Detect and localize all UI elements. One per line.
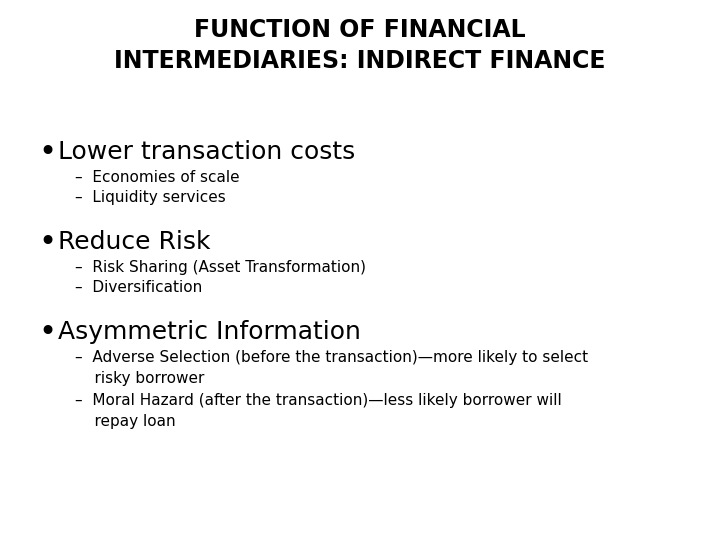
Text: Asymmetric Information: Asymmetric Information xyxy=(58,320,361,344)
Text: –  Moral Hazard (after the transaction)—less likely borrower will
    repay loan: – Moral Hazard (after the transaction)—l… xyxy=(75,393,562,429)
Text: –  Adverse Selection (before the transaction)—more likely to select
    risky bo: – Adverse Selection (before the transact… xyxy=(75,350,588,386)
Text: •: • xyxy=(38,318,56,347)
Text: –  Liquidity services: – Liquidity services xyxy=(75,190,226,205)
Text: •: • xyxy=(38,228,56,257)
Text: –  Diversification: – Diversification xyxy=(75,280,202,295)
Text: Lower transaction costs: Lower transaction costs xyxy=(58,140,355,164)
Text: –  Risk Sharing (Asset Transformation): – Risk Sharing (Asset Transformation) xyxy=(75,260,366,275)
Text: •: • xyxy=(38,138,56,167)
Text: –  Economies of scale: – Economies of scale xyxy=(75,170,240,185)
Text: FUNCTION OF FINANCIAL
INTERMEDIARIES: INDIRECT FINANCE: FUNCTION OF FINANCIAL INTERMEDIARIES: IN… xyxy=(114,18,606,73)
Text: Reduce Risk: Reduce Risk xyxy=(58,230,210,254)
